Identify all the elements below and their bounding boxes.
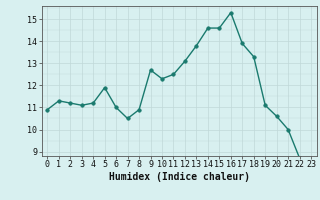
X-axis label: Humidex (Indice chaleur): Humidex (Indice chaleur) bbox=[109, 172, 250, 182]
